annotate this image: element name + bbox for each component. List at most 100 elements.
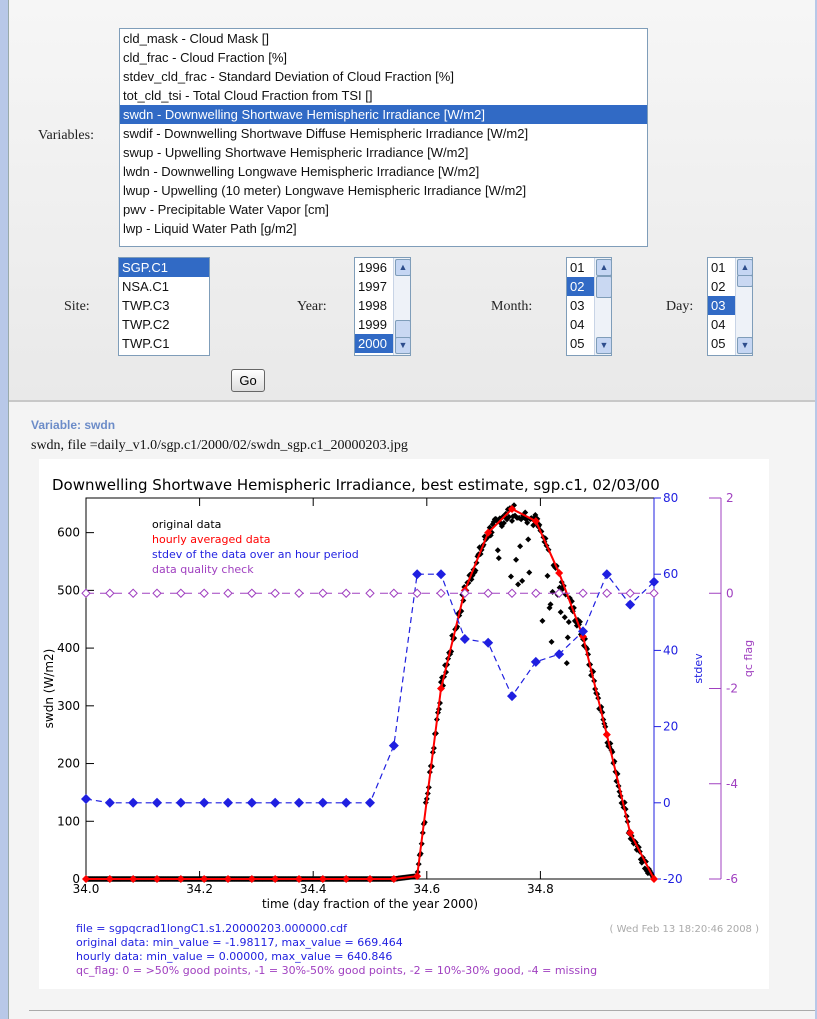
original-point <box>498 523 505 530</box>
qc-point <box>365 588 375 598</box>
stdev-tick-label: 20 <box>663 720 678 734</box>
x-tick-label: 34.6 <box>413 882 440 896</box>
query-form: Variables: cld_mask - Cloud Mask [] cld_f… <box>9 0 815 402</box>
original-point <box>507 573 514 580</box>
qc-point <box>81 588 91 598</box>
day-option[interactable]: 03 <box>708 296 736 315</box>
scroll-up-icon[interactable]: ▲ <box>737 259 752 276</box>
scroll-thumb[interactable] <box>737 275 752 287</box>
hourly-point <box>508 504 516 513</box>
file-path-line: swdn, file =daily_v1.0/sgp.c1/2000/02/sw… <box>31 438 408 453</box>
stdev-point <box>530 656 541 667</box>
hourly-point <box>176 875 185 883</box>
site-option[interactable]: SGP.C1 <box>119 258 209 277</box>
year-option[interactable]: 1999 <box>358 317 387 332</box>
variable-option[interactable]: lwdn - Downwelling Longwave Hemispheric … <box>123 164 480 179</box>
original-point <box>511 502 518 509</box>
qc-point <box>152 588 162 598</box>
original-point <box>517 543 524 550</box>
scroll-down-icon[interactable]: ▼ <box>596 337 611 354</box>
stdev-tick-label: -20 <box>663 872 683 886</box>
original-point <box>494 547 501 554</box>
year-option[interactable]: 1998 <box>358 298 387 313</box>
site-option[interactable]: NSA.C1 <box>122 279 169 294</box>
original-point <box>500 519 507 526</box>
x-tick-label: 34.0 <box>73 882 100 896</box>
variable-option[interactable]: pwv - Precipitable Water Vapor [cm] <box>123 202 329 217</box>
variable-option[interactable]: stdev_cld_frac - Standard Deviation of C… <box>123 69 454 84</box>
day-option[interactable]: 04 <box>711 317 726 332</box>
variable-option[interactable]: cld_mask - Cloud Mask [] <box>123 31 269 46</box>
go-button[interactable]: Go <box>231 369 265 392</box>
stdev-point <box>104 797 115 808</box>
site-listbox[interactable]: SGP.C1 NSA.C1 TWP.C3 TWP.C2 TWP.C1 <box>118 257 210 356</box>
qc-point <box>105 588 115 598</box>
month-label: Month: <box>491 299 533 314</box>
qc-tick-label: 0 <box>726 586 734 600</box>
year-scrollbar[interactable]: ▲ ▼ <box>393 258 410 355</box>
day-option[interactable]: 05 <box>711 336 726 351</box>
original-point <box>564 634 571 641</box>
day-listbox[interactable]: 01 02 03 04 05 ▲ ▼ <box>707 257 753 356</box>
site-option[interactable]: TWP.C1 <box>122 336 170 351</box>
variable-option[interactable]: tot_cld_tsi - Total Cloud Fraction from … <box>123 88 373 103</box>
stdev-point <box>554 649 565 660</box>
qc-point <box>341 588 351 598</box>
scroll-up-icon[interactable]: ▲ <box>395 259 410 276</box>
site-option[interactable]: TWP.C2 <box>122 317 170 332</box>
original-point <box>524 519 531 526</box>
original-point <box>568 598 575 605</box>
qc-point <box>176 588 186 598</box>
variables-listbox[interactable]: cld_mask - Cloud Mask [] cld_frac - Cloud… <box>119 28 648 247</box>
month-option[interactable]: 03 <box>570 298 585 313</box>
variable-option[interactable]: swup - Upwelling Shortwave Hemispheric I… <box>123 145 469 160</box>
month-listbox[interactable]: 01 02 03 04 05 ▲ ▼ <box>566 257 612 356</box>
stdev-tick-label: 40 <box>663 643 678 657</box>
variable-option[interactable]: lwup - Upwelling (10 meter) Longwave Hem… <box>123 183 527 198</box>
qc-tick-label: 2 <box>726 491 734 505</box>
stdev-tick-label: 60 <box>663 567 678 581</box>
month-option[interactable]: 05 <box>570 336 585 351</box>
y-axis-label: swdn (W/m2) <box>42 649 56 729</box>
stdev-point <box>223 797 233 808</box>
original-point <box>526 569 533 576</box>
variable-option[interactable]: lwp - Liquid Water Path [g/m2] <box>123 221 297 236</box>
variable-option[interactable]: swdif - Downwelling Shortwave Diffuse He… <box>123 126 529 141</box>
year-option[interactable]: 1996 <box>358 260 387 275</box>
year-option[interactable]: 2000 <box>355 334 394 353</box>
year-listbox[interactable]: 1996 1997 1998 1999 2000 ▲ ▼ <box>354 257 411 356</box>
day-option[interactable]: 02 <box>711 279 726 294</box>
hourly-point <box>413 872 422 881</box>
hourly-point <box>295 875 303 883</box>
month-option[interactable]: 04 <box>570 317 585 332</box>
footer-hourly: hourly data: min_value = 0.00000, max_va… <box>76 950 392 963</box>
hourly-point <box>602 730 611 739</box>
y-tick-label: 300 <box>57 699 80 713</box>
qc-tick-label: -2 <box>726 682 738 696</box>
scroll-down-icon[interactable]: ▼ <box>737 337 752 354</box>
qc-point <box>318 588 328 598</box>
month-option[interactable]: 02 <box>567 277 595 296</box>
scroll-down-icon[interactable]: ▼ <box>395 337 410 354</box>
day-option[interactable]: 01 <box>711 260 726 275</box>
original-point <box>539 617 546 624</box>
variable-option[interactable]: swdn - Downwelling Shortwave Hemispheric… <box>120 105 647 124</box>
stdev-point <box>294 797 304 808</box>
hourly-point <box>484 528 493 537</box>
original-point <box>546 604 553 611</box>
site-option[interactable]: TWP.C3 <box>122 298 170 313</box>
year-option[interactable]: 1997 <box>358 279 387 294</box>
scroll-up-icon[interactable]: ▲ <box>596 259 611 276</box>
stdev-point <box>199 797 210 808</box>
variable-option[interactable]: cld_frac - Cloud Fraction [%] <box>123 50 288 65</box>
day-scrollbar[interactable]: ▲ ▼ <box>735 258 752 355</box>
month-scrollbar[interactable]: ▲ ▼ <box>594 258 611 355</box>
legend-entry: data quality check <box>152 563 254 576</box>
qc-point <box>649 588 659 598</box>
stdev-point <box>81 793 91 804</box>
original-point <box>495 555 502 562</box>
scroll-thumb[interactable] <box>596 276 611 298</box>
original-point <box>544 572 551 579</box>
stdev-tick-label: 0 <box>663 796 671 810</box>
month-option[interactable]: 01 <box>570 260 585 275</box>
